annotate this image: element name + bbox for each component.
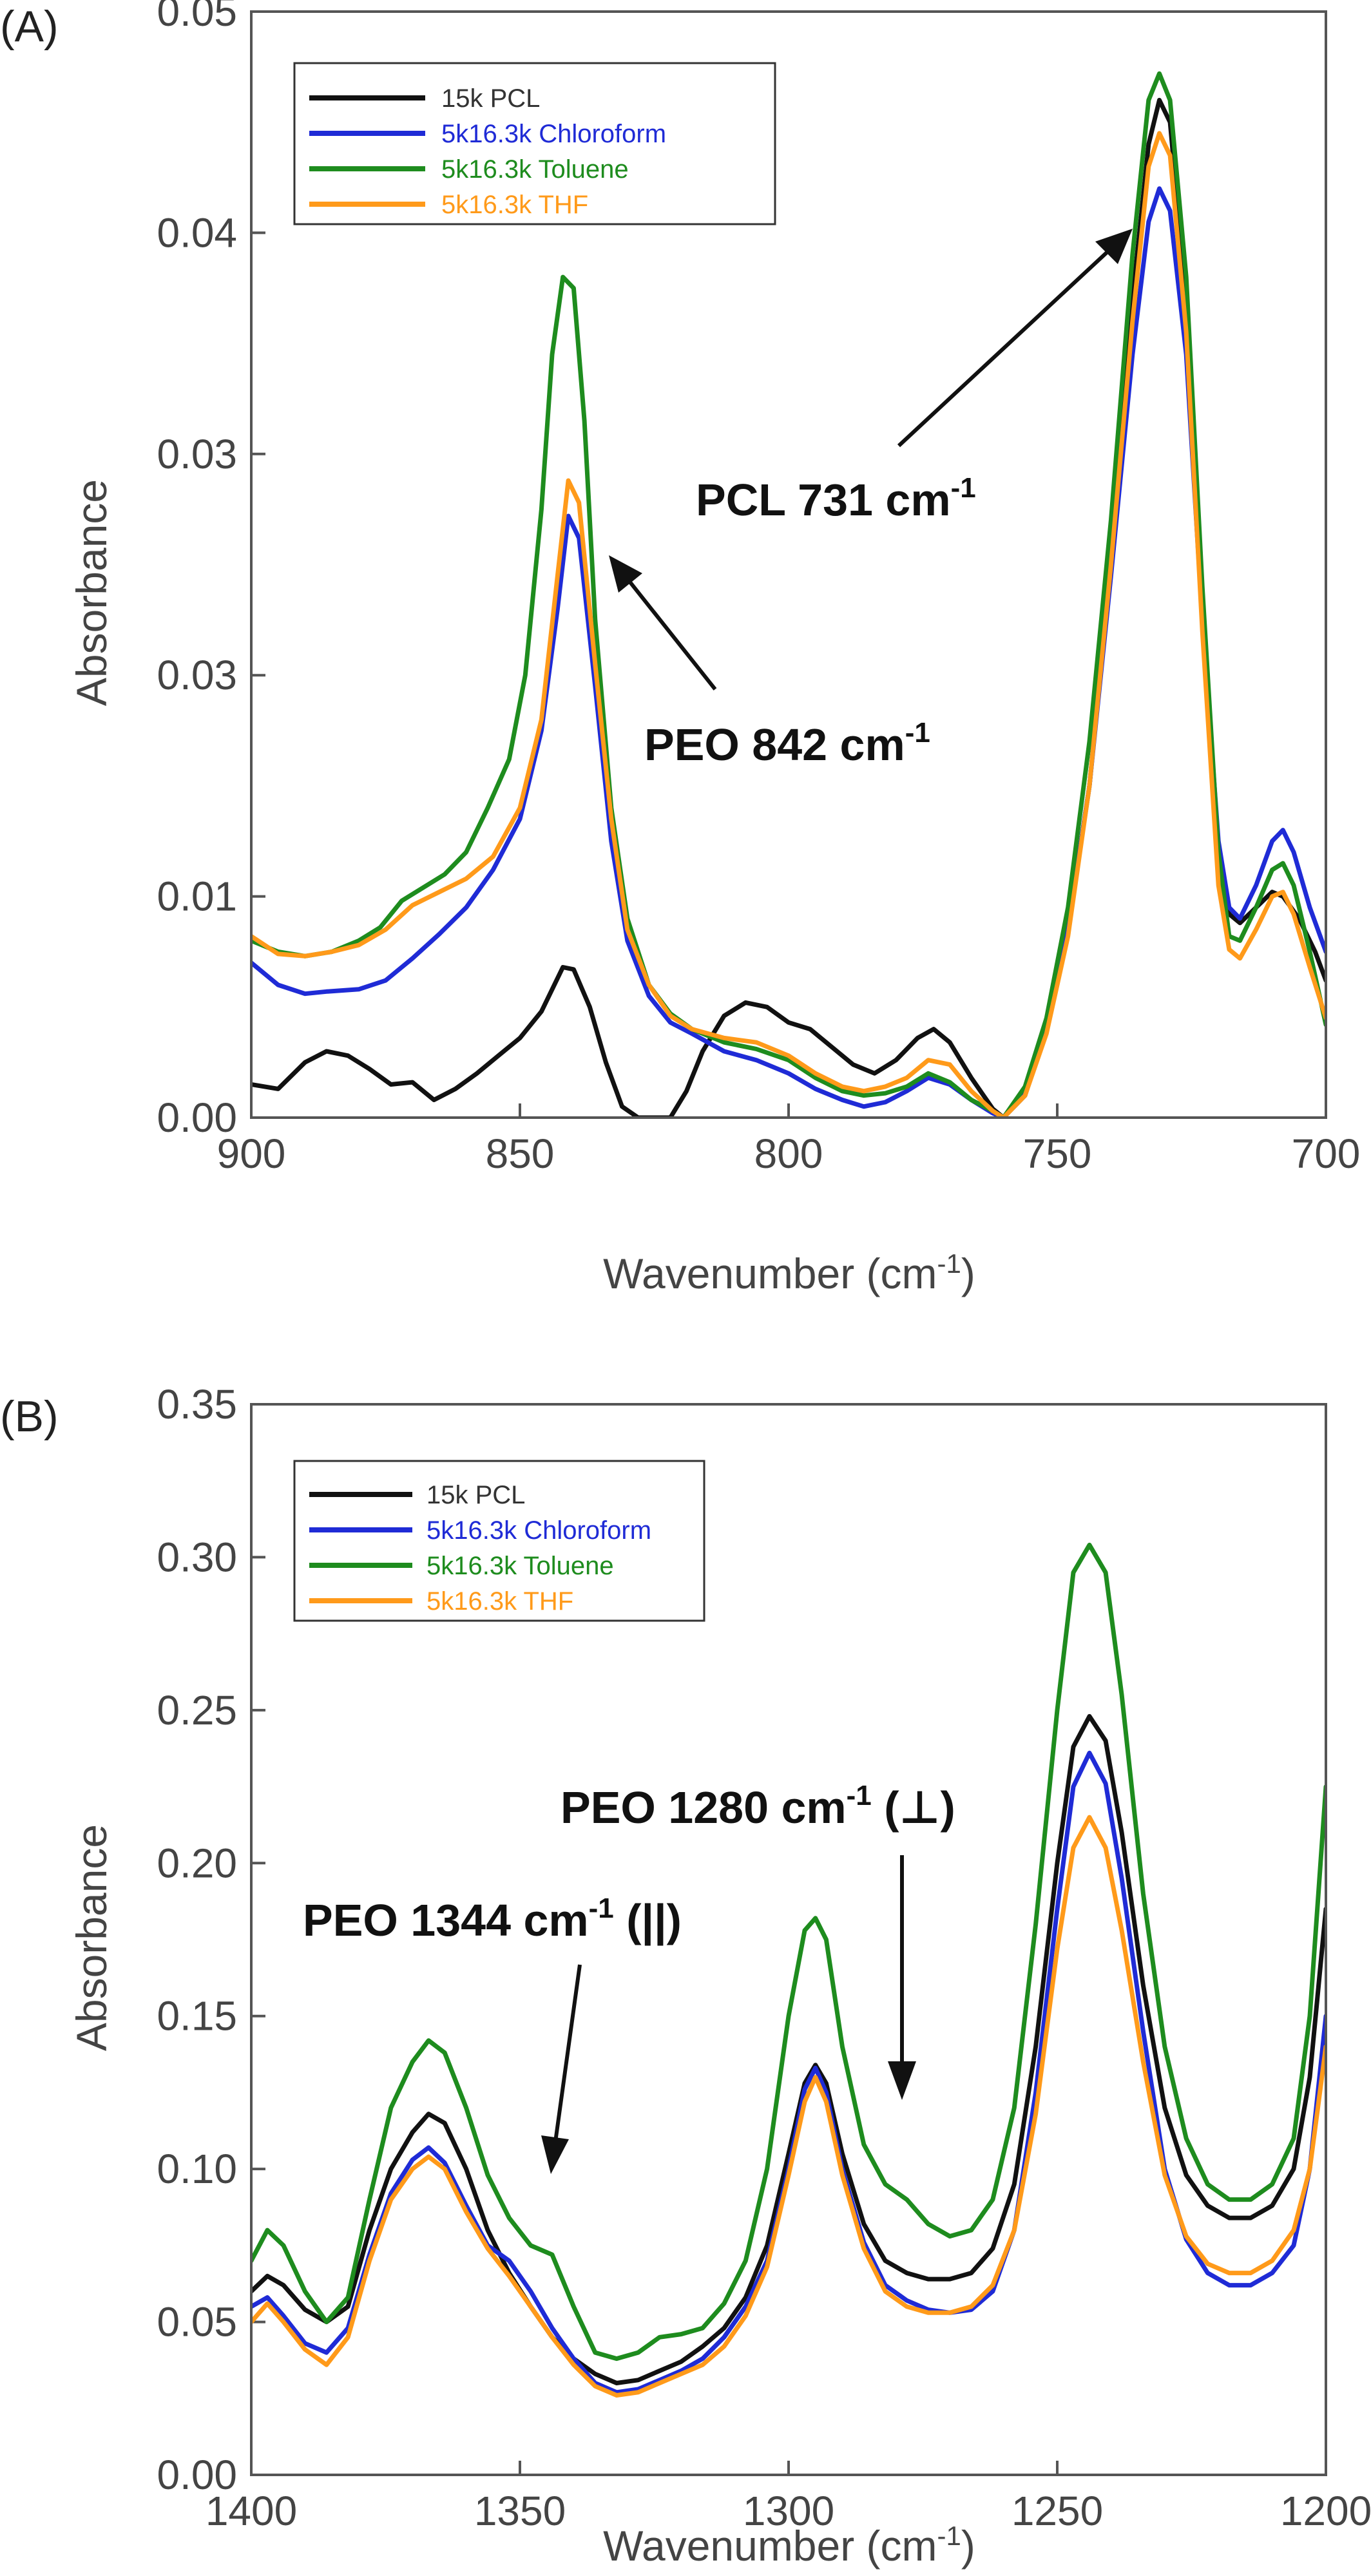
series-line-b-1 [251, 1750, 1326, 2395]
annotation-peo-842: PEO 842 cm-1 [644, 717, 930, 770]
y-tick-label-a-1: 0.01 [157, 873, 237, 920]
x-tick-label-a-4: 700 [1292, 1131, 1361, 1177]
series-line-b-2 [251, 1542, 1326, 2361]
series-line-b-3 [251, 1815, 1326, 2398]
legend-a-label-thf: 5k16.3k THF [441, 191, 588, 219]
panel-a-legend: 15k PCL 5k16.3k Chloroform 5k16.3k Tolue… [293, 62, 776, 225]
y-tick-label-a-4: 0.04 [157, 209, 237, 256]
annotation-pcl-731-arrow [897, 249, 1110, 448]
series-line-a-0 [251, 97, 1326, 1118]
panel-b-frame [250, 1403, 1327, 2476]
y-tick-label-a-2: 0.03 [157, 652, 237, 698]
panel-a-frame [250, 10, 1327, 1119]
x-tick-label-a-1: 850 [486, 1131, 555, 1177]
legend-a-label-pcl: 15k PCL [441, 84, 540, 113]
x-tick-label-b-1: 1350 [474, 2488, 566, 2534]
y-tick-label-b-6: 0.30 [157, 1534, 237, 1580]
annotation-pcl-731-arrowhead [1095, 229, 1133, 264]
panel-b-xlabel: Wavenumber (cm-1) [603, 2521, 975, 2570]
panel-a: (A) Absorbance Wavenumber (cm-1) 900 850 8… [0, 0, 1360, 1297]
panel-a-label: (A) [0, 2, 59, 51]
legend-b-label-toluene: 5k16.3k Toluene [427, 1552, 614, 1580]
legend-b-label-pcl: 15k PCL [427, 1481, 525, 1509]
panel-b-axes: 1400 1350 1300 1250 1200 0.00 0.05 0.10 0.15 0.20… [157, 1381, 1371, 2534]
y-tick-label-b-1: 0.05 [157, 2299, 237, 2345]
y-tick-label-a-5: 0.05 [157, 0, 237, 35]
panel-a-annotations: PCL 731 cm-1 PEO 842 cm-1 [609, 229, 1133, 770]
annotation-peo-1280-arrowhead [888, 2061, 916, 2100]
y-tick-label-b-7: 0.35 [157, 1381, 237, 1427]
y-tick-label-b-5: 0.25 [157, 1687, 237, 1733]
series-line-a-2 [251, 71, 1326, 1118]
series-line-b-0 [251, 1713, 1326, 2385]
panel-b: (B) Absorbance Wavenumber (cm-1) 1400 135… [0, 1381, 1371, 2570]
annotation-pcl-731: PCL 731 cm-1 [696, 472, 976, 525]
series-line-a-3 [251, 131, 1326, 1118]
legend-a-label-chloroform: 5k16.3k Chloroform [441, 120, 666, 148]
y-tick-label-b-4: 0.20 [157, 1840, 237, 1886]
legend-a-label-toluene: 5k16.3k Toluene [441, 155, 629, 184]
legend-b-label-thf: 5k16.3k THF [427, 1587, 573, 1616]
y-tick-label-a-0: 0.00 [157, 1094, 237, 1141]
x-tick-label-b-3: 1250 [1011, 2488, 1103, 2534]
panel-b-series [251, 1542, 1326, 2398]
annotation-peo-842-arrowhead [609, 555, 642, 593]
annotation-peo-1344-arrow [553, 1964, 582, 2142]
annotation-peo-842-arrow [626, 578, 717, 691]
y-tick-label-b-0: 0.00 [157, 2452, 237, 2498]
panel-a-ylabel: Absorbance [68, 479, 115, 706]
y-tick-label-b-2: 0.10 [157, 2146, 237, 2192]
panel-a-legend-box [293, 62, 776, 225]
panel-a-axes: 900 850 800 750 700 0.00 0.01 0.03 0.03 0.04 0.05 [157, 0, 1360, 1177]
panel-b-ylabel: Absorbance [68, 1824, 115, 2051]
x-tick-label-b-4: 1200 [1280, 2488, 1371, 2534]
annotation-peo-1280: PEO 1280 cm-1 (⊥) [561, 1780, 955, 1833]
x-tick-label-a-0: 900 [217, 1131, 286, 1177]
panel-a-xlabel: Wavenumber (cm-1) [603, 1248, 975, 1297]
annotation-peo-1344-arrowhead [541, 2135, 569, 2174]
panel-a-series [251, 71, 1326, 1118]
panel-b-legend-box [293, 1460, 705, 1622]
y-tick-label-b-3: 0.15 [157, 1993, 237, 2039]
series-line-a-1 [251, 186, 1326, 1118]
panel-b-label: (B) [0, 1392, 59, 1441]
panel-b-legend: 15k PCL 5k16.3k Chloroform 5k16.3k Tolue… [293, 1460, 705, 1622]
x-tick-label-a-2: 800 [754, 1131, 823, 1177]
y-tick-label-a-3: 0.03 [157, 431, 237, 477]
x-tick-label-b-0: 1400 [206, 2488, 297, 2534]
x-tick-label-a-3: 750 [1023, 1131, 1092, 1177]
panel-b-annotations: PEO 1280 cm-1 (⊥) PEO 1344 cm-1 (||) [303, 1780, 955, 2174]
annotation-peo-1344: PEO 1344 cm-1 (||) [303, 1893, 682, 1946]
x-tick-label-b-2: 1300 [743, 2488, 834, 2534]
legend-b-label-chloroform: 5k16.3k Chloroform [427, 1516, 651, 1545]
